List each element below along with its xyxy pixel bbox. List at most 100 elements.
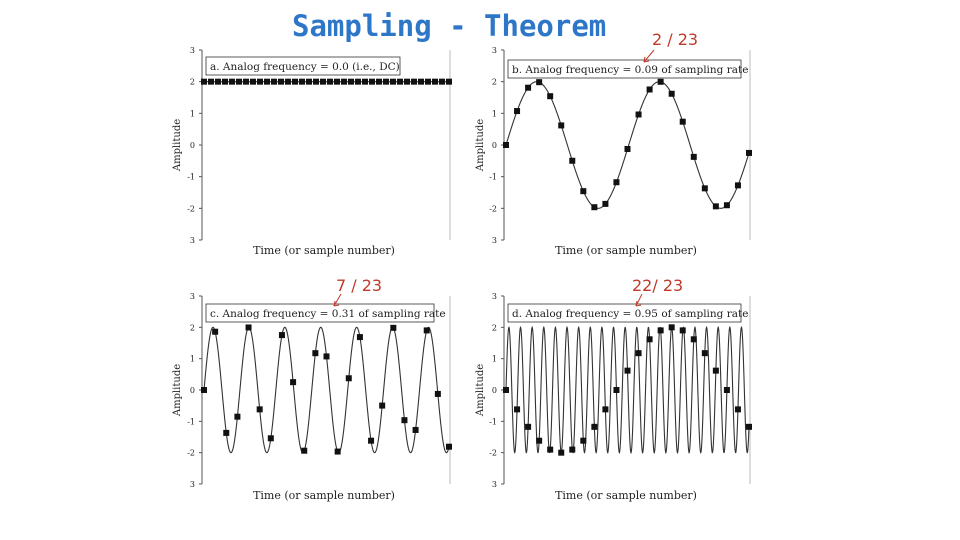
y-tick-label: -1 bbox=[187, 417, 195, 426]
sample-marker bbox=[306, 78, 312, 85]
sample-marker bbox=[446, 443, 452, 450]
y-tick-label: 3 bbox=[492, 292, 497, 301]
panel-d: 3 2 1 0 -1 -2 3 Amplitude Time (or sample number… bbox=[475, 292, 752, 502]
sample-marker bbox=[668, 324, 675, 331]
sample-marker bbox=[348, 78, 354, 85]
sample-marker bbox=[425, 78, 431, 85]
y-tick-label: 3 bbox=[492, 46, 497, 55]
sample-marker bbox=[201, 387, 207, 393]
sample-marker bbox=[404, 78, 410, 85]
sample-marker bbox=[412, 426, 419, 433]
sample-marker bbox=[356, 334, 363, 341]
y-tick-label: -1 bbox=[489, 173, 497, 182]
sample-marker bbox=[580, 437, 587, 444]
sample-marker bbox=[285, 78, 291, 85]
sample-marker bbox=[368, 437, 375, 444]
sample-marker bbox=[355, 78, 361, 85]
y-tick-label: -2 bbox=[489, 204, 497, 213]
sample-marker bbox=[323, 353, 330, 360]
y-tick-label: 1 bbox=[492, 355, 497, 364]
x-axis-label: Time (or sample number) bbox=[555, 244, 697, 257]
y-tick-label: 3 bbox=[190, 292, 195, 301]
annotation-text: a. Analog frequency = 0.0 (i.e., DC) bbox=[210, 61, 400, 73]
sample-marker bbox=[234, 413, 241, 420]
y-tick-label: 0 bbox=[492, 141, 497, 150]
analog-signal-line bbox=[203, 326, 450, 454]
y-tick-label: -1 bbox=[187, 173, 195, 182]
sample-marker bbox=[734, 182, 741, 189]
x-axis-label: Time (or sample number) bbox=[555, 489, 697, 502]
y-tick-label: -2 bbox=[187, 204, 195, 213]
note-arrow-head bbox=[333, 300, 340, 307]
slide-title: Sampling - Theorem bbox=[292, 9, 607, 43]
note-arrow-head bbox=[635, 300, 642, 307]
analog-signal-line bbox=[505, 81, 750, 209]
sample-marker bbox=[558, 122, 565, 129]
sample-marker bbox=[334, 448, 341, 455]
sample-marker bbox=[341, 78, 347, 85]
sample-marker bbox=[657, 327, 664, 334]
sample-marker bbox=[558, 449, 565, 456]
y-tick-label: 2 bbox=[492, 78, 497, 87]
sample-marker bbox=[439, 78, 445, 85]
sample-marker bbox=[613, 179, 620, 186]
sample-marker bbox=[264, 78, 270, 85]
annotation-text: b. Analog frequency = 0.09 of sampling r… bbox=[512, 64, 748, 76]
sample-marker bbox=[624, 145, 631, 152]
sample-marker bbox=[390, 324, 397, 331]
y-tick-label: 2 bbox=[492, 323, 497, 332]
sample-marker bbox=[746, 423, 752, 430]
sample-marker bbox=[257, 78, 263, 85]
sample-marker bbox=[278, 332, 285, 339]
sample-marker bbox=[723, 387, 730, 393]
annotation-box bbox=[205, 303, 435, 323]
sample-marker bbox=[256, 406, 263, 413]
y-tick-label: 3 bbox=[492, 480, 497, 489]
annotation-text: d. Analog frequency = 0.95 of sampling r… bbox=[512, 308, 748, 320]
y-tick-label: 3 bbox=[190, 46, 195, 55]
annotation-box bbox=[205, 56, 401, 76]
sample-marker bbox=[657, 78, 664, 85]
sample-marker bbox=[236, 78, 242, 85]
annotation-arrows bbox=[333, 49, 655, 307]
y-tick-label: 1 bbox=[190, 355, 195, 364]
sample-marker bbox=[503, 387, 509, 393]
sample-marker bbox=[223, 429, 230, 436]
y-tick-label: -2 bbox=[187, 449, 195, 458]
y-tick-label: 2 bbox=[190, 323, 195, 332]
sample-marker bbox=[383, 78, 389, 85]
y-axis-label: Amplitude bbox=[475, 364, 486, 417]
sample-marker bbox=[514, 108, 521, 115]
y-tick-label: 0 bbox=[190, 141, 195, 150]
note-arrow bbox=[643, 49, 655, 63]
sample-marker bbox=[334, 78, 340, 85]
sample-marker bbox=[591, 204, 598, 211]
note-arrow-head bbox=[643, 56, 650, 63]
annotation-box bbox=[507, 303, 742, 323]
sample-marker bbox=[278, 78, 284, 85]
sample-marker bbox=[668, 90, 675, 97]
y-tick-label: -2 bbox=[489, 449, 497, 458]
sample-marker bbox=[602, 406, 609, 413]
annotation-text: c. Analog frequency = 0.31 of sampling r… bbox=[210, 308, 446, 320]
sample-marker bbox=[245, 324, 252, 331]
sample-marker bbox=[569, 446, 576, 453]
analog-signal-line bbox=[505, 325, 750, 455]
x-axis-label: Time (or sample number) bbox=[253, 244, 395, 257]
y-tick-label: 3 bbox=[492, 236, 497, 245]
sample-marker bbox=[243, 78, 249, 85]
sample-marker bbox=[250, 78, 256, 85]
sample-marker bbox=[712, 367, 719, 374]
sample-marker bbox=[536, 437, 543, 444]
sample-marker bbox=[390, 78, 396, 85]
sample-marker bbox=[362, 78, 368, 85]
sample-marker bbox=[397, 78, 403, 85]
sample-marker bbox=[401, 417, 408, 424]
sample-marker bbox=[411, 78, 417, 85]
sample-marker bbox=[679, 118, 686, 125]
sample-marker bbox=[569, 157, 576, 164]
y-tick-label: 0 bbox=[492, 386, 497, 395]
sample-marker bbox=[292, 78, 298, 85]
sample-marker bbox=[215, 78, 221, 85]
